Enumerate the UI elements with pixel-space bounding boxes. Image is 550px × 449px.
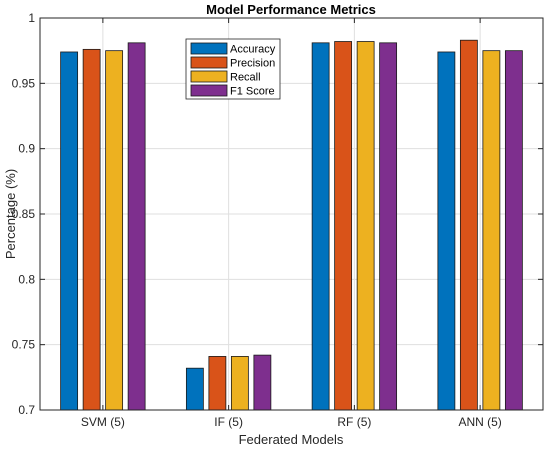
bars (60, 39, 523, 411)
legend-swatch (190, 42, 228, 55)
bar (459, 39, 478, 411)
y-tick-label: 0.95 (12, 76, 36, 90)
bar (208, 356, 227, 411)
legend-entry: Recall (230, 72, 261, 84)
legend-entry: Accuracy (230, 44, 276, 56)
y-tick-label: 0.85 (12, 207, 36, 221)
bar (230, 356, 249, 411)
bar (127, 42, 146, 411)
y-tick-label: 0.75 (12, 338, 36, 352)
x-axis-label: Federated Models (239, 432, 344, 447)
legend-entry: Precision (230, 58, 275, 70)
bar (356, 41, 375, 411)
legend-swatch (190, 56, 228, 69)
bar (311, 42, 330, 411)
y-tick-label: 0.9 (18, 142, 35, 156)
x-tick-label: IF (5) (214, 415, 243, 429)
x-tick-label: RF (5) (337, 415, 371, 429)
grid-lines (40, 18, 543, 410)
y-tick-label: 0.8 (18, 272, 35, 286)
x-tick-label: ANN (5) (458, 415, 501, 429)
y-tick-label: 1 (28, 11, 35, 25)
chart-title: Model Performance Metrics (206, 2, 376, 17)
legend-swatch (190, 84, 228, 97)
axis-ticks: 0.7 0.75 0.8 0.85 0.9 0.95 1 SVM (5) IF (5) RF (5… (12, 11, 543, 429)
bar (437, 51, 456, 411)
legend-swatch (190, 70, 228, 83)
y-axis-label: Percentage (%) (3, 169, 18, 259)
x-tick-label: SVM (5) (81, 415, 125, 429)
bar (185, 367, 204, 411)
bar (105, 50, 124, 411)
bar (82, 48, 101, 411)
legend: Accuracy Precision Recall F1 Score (185, 38, 281, 100)
bar (334, 41, 353, 411)
bar (60, 51, 79, 411)
bar (379, 42, 398, 411)
bar (253, 354, 272, 411)
bar (504, 50, 523, 411)
bar (482, 50, 501, 411)
legend-entry: F1 Score (230, 86, 275, 98)
y-tick-label: 0.7 (18, 403, 35, 417)
